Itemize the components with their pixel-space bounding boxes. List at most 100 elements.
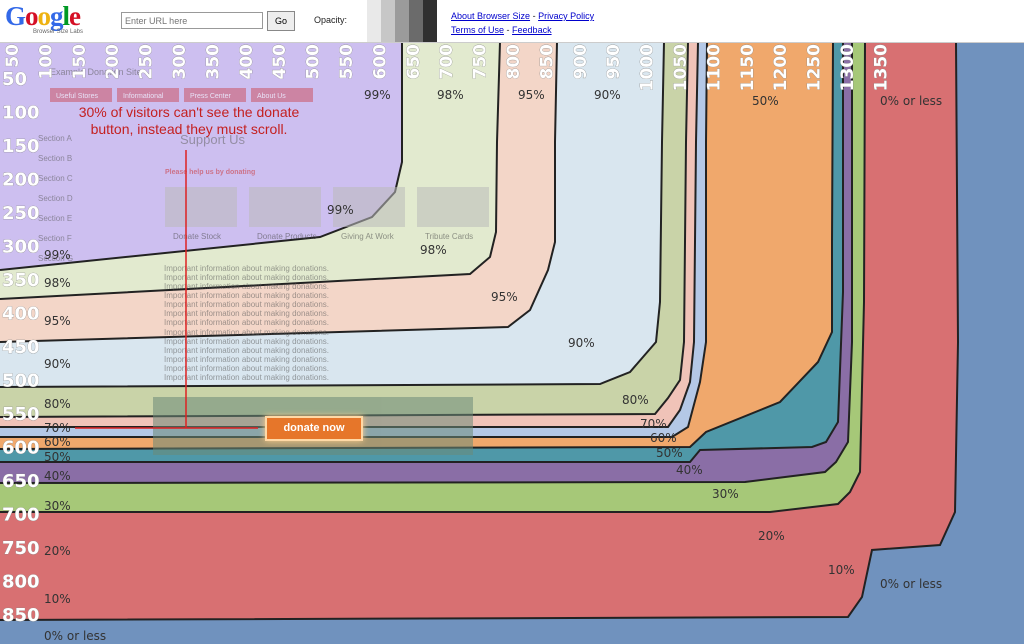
ruler-tick-label: 650 (2, 471, 40, 492)
ruler-tick-label: 750 (471, 44, 491, 80)
ruler-tick-label: 600 (2, 438, 40, 459)
ruler-tick-label: 1000 (638, 44, 658, 91)
help-text: Please help us by donating (165, 169, 255, 176)
label-98: 98% (437, 88, 464, 102)
nav-tab (251, 88, 313, 102)
tile-image (249, 187, 321, 227)
ruler-tick-label: 400 (237, 44, 257, 80)
nav-tab (184, 88, 246, 102)
ruler-tick-label: 200 (103, 44, 123, 80)
ruler-tick-label: 650 (404, 44, 424, 80)
boundary-80 (0, 42, 689, 418)
opacity-swatch[interactable] (353, 0, 367, 42)
boundary-40 (0, 42, 844, 463)
url-input[interactable] (121, 12, 263, 29)
label-60: 60% (44, 435, 71, 449)
info-line: Important information about making donat… (164, 282, 329, 291)
label-60: 60% (650, 431, 677, 445)
annotation-line-2: button, instead they must scroll. (90, 121, 288, 137)
tile-label: Tribute Cards (425, 232, 473, 241)
sample-donation-page: Example Donation Site Useful Stores Infor… (38, 67, 489, 455)
link-separator: - (532, 11, 536, 21)
ruler-tick-label: 250 (2, 203, 40, 224)
boundary-20 (0, 42, 866, 513)
ruler-tick-label: 750 (2, 538, 40, 559)
tile-label: Donate Products (257, 232, 317, 241)
tile-image (417, 187, 489, 227)
label-0: 0% or less (880, 94, 942, 108)
percentage-labels: 99% 99% 99% 98% 98% 98% 95% 95% 95% 90% … (44, 88, 942, 643)
label-80: 80% (622, 393, 649, 407)
label-10: 10% (44, 592, 71, 606)
label-70: 70% (44, 421, 71, 435)
label-0: 0% or less (880, 577, 942, 591)
ruler-tick-label: 1050 (671, 44, 691, 91)
ruler-tick-label: 1100 (704, 44, 724, 91)
label-10: 10% (828, 563, 855, 577)
ruler-tick-label: 150 (70, 44, 90, 80)
boundary-60 (0, 42, 708, 438)
label-20: 20% (758, 529, 785, 543)
ruler-tick-label: 300 (2, 237, 40, 258)
label-98: 98% (44, 276, 71, 290)
ruler-tick-label: 550 (337, 44, 357, 80)
opacity-swatch[interactable] (395, 0, 409, 42)
boundary-90 (0, 42, 665, 388)
ruler-tick-label: 100 (36, 44, 56, 80)
tile-image (165, 187, 237, 227)
boundary-70 (0, 42, 699, 428)
ruler-tick-label: 250 (137, 44, 157, 80)
opacity-swatch[interactable] (381, 0, 395, 42)
boundary-10 (0, 42, 960, 621)
ruler-tick-label: 1250 (805, 44, 825, 91)
ruler-tick-label: 800 (2, 572, 40, 593)
label-90: 90% (594, 88, 621, 102)
ruler-tick-label: 300 (170, 44, 190, 80)
nav-tab (117, 88, 179, 102)
ruler-tick-label: 800 (504, 44, 524, 80)
band-boundaries (0, 42, 960, 621)
ruler-tick-label: 350 (2, 270, 40, 291)
site-title: Example Donation Site (50, 67, 142, 77)
info-line: Important information about making donat… (164, 328, 329, 337)
about-browser-size-link[interactable]: About Browser Size (451, 11, 531, 21)
ruler-tick-label: 350 (203, 44, 223, 80)
tile-label: Donate Stock (173, 232, 222, 241)
ruler-tick-label: 950 (604, 44, 624, 80)
info-line: Important information about making donat… (164, 373, 329, 382)
page-heading: Support Us (180, 132, 246, 147)
annotation-line-1: 30% of visitors can't see the donate (78, 104, 300, 120)
sidebar-section: Section D (38, 194, 73, 203)
nav-tab-label: Informational (123, 93, 164, 100)
info-line: Important information about making donat… (164, 364, 329, 373)
ruler-tick-label: 150 (2, 136, 40, 157)
feedback-link[interactable]: Feedback (512, 25, 552, 35)
opacity-swatch[interactable] (409, 0, 423, 42)
label-40: 40% (44, 469, 71, 483)
label-70: 70% (640, 417, 667, 431)
tile-label: Giving At Work (341, 232, 395, 241)
donate-now-button[interactable]: donate now (265, 416, 363, 441)
info-line: Important information about making donat… (164, 291, 329, 300)
sidebar-section: Section F (38, 234, 72, 243)
ruler-tick-label: 700 (437, 44, 457, 80)
ruler-tick-label: 1300 (838, 44, 858, 91)
terms-of-use-link[interactable]: Terms of Use (451, 25, 505, 35)
boundary-98 (0, 42, 501, 300)
go-button[interactable]: Go (267, 11, 295, 31)
opacity-swatch[interactable] (423, 0, 437, 42)
ruler-tick-label: 600 (370, 44, 390, 80)
label-90: 90% (44, 357, 71, 371)
opacity-swatch[interactable] (367, 0, 381, 42)
info-text: Important information about making donat… (164, 264, 329, 382)
ruler-tick-label: 50 (3, 44, 23, 68)
label-50: 50% (44, 450, 71, 464)
privacy-policy-link[interactable]: Privacy Policy (538, 11, 595, 21)
google-logo: Google (5, 1, 81, 31)
ruler-tick-label: 500 (304, 44, 324, 80)
label-90: 90% (568, 336, 595, 350)
info-line: Important information about making donat… (164, 264, 329, 273)
nav-tab-label: About Us (257, 93, 286, 100)
ruler-tick-label: 850 (2, 605, 40, 626)
info-line: Important information about making donat… (164, 309, 329, 318)
